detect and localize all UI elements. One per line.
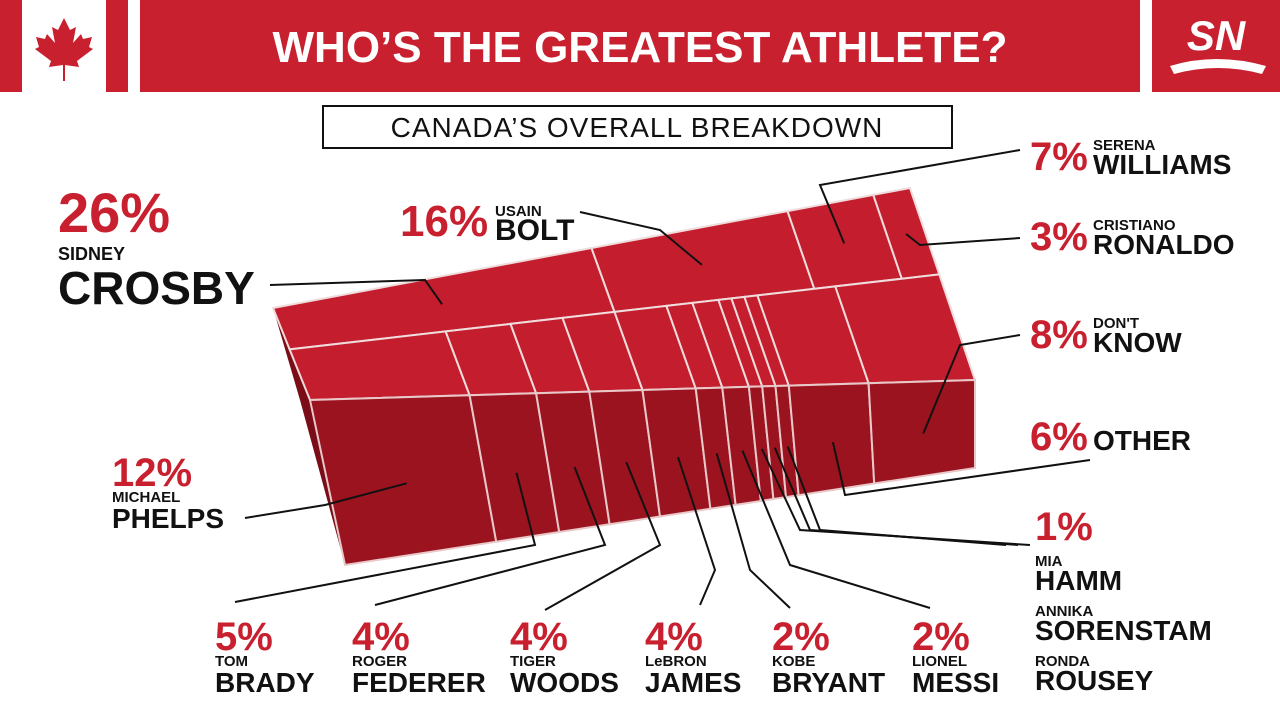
percent-label: 6%: [1030, 415, 1088, 459]
percent-label: 5%: [215, 615, 273, 659]
leader-line: [831, 441, 1091, 497]
subtitle-box: [322, 105, 953, 149]
leader-line: [374, 466, 607, 606]
percent-label: 8%: [1030, 313, 1088, 357]
flag-band: [106, 0, 128, 92]
first-name: DON'T: [1093, 315, 1139, 332]
first-name: KOBE: [772, 653, 815, 670]
percent-label: 4%: [645, 615, 703, 659]
percent-label: 4%: [352, 615, 410, 659]
first-name: ANNIKA: [1035, 603, 1093, 620]
leader-line: [677, 456, 717, 606]
logo-band: [1152, 0, 1280, 92]
percent-label: 2%: [912, 615, 970, 659]
title: WHO’S THE GREATEST ATHLETE?: [273, 23, 1008, 72]
title-band: [140, 0, 1140, 92]
percent-label: 4%: [510, 615, 568, 659]
last-name: SORENSTAM: [1035, 615, 1212, 646]
first-name: MIA: [1035, 553, 1063, 570]
first-name: USAIN: [495, 203, 542, 220]
last-name: CROSBY: [58, 262, 255, 314]
leader-line: [269, 278, 443, 305]
leader-line: [818, 149, 1021, 244]
last-name: BRADY: [215, 667, 315, 698]
leader-line: [741, 450, 931, 609]
leader-line: [244, 482, 407, 519]
percent-label: 12%: [112, 451, 192, 495]
percent-label: 26%: [58, 181, 170, 244]
last-name: KNOW: [1093, 327, 1182, 358]
leader-line: [715, 453, 791, 609]
first-name: LIONEL: [912, 653, 967, 670]
leader-line: [905, 233, 1021, 247]
last-name: MESSI: [912, 667, 999, 698]
last-name: BOLT: [495, 214, 574, 247]
last-name: RONALDO: [1093, 229, 1235, 260]
leader-line: [544, 461, 662, 611]
maple-leaf: [35, 18, 93, 81]
last-name: WOODS: [510, 667, 619, 698]
first-name: TOM: [215, 653, 248, 670]
flag-band: [0, 0, 22, 92]
first-name: LeBRON: [645, 653, 707, 670]
last-name: HAMM: [1035, 565, 1122, 596]
percent-label: 7%: [1030, 135, 1088, 179]
last-name: FEDERER: [352, 667, 486, 698]
first-name: RONDA: [1035, 653, 1090, 670]
last-name: PHELPS: [112, 503, 224, 534]
last-name: ROUSEY: [1035, 665, 1154, 696]
subtitle: CANADA’S OVERALL BREAKDOWN: [391, 112, 884, 143]
last-name: WILLIAMS: [1093, 149, 1231, 180]
percent-label: 2%: [772, 615, 830, 659]
leader-line: [234, 472, 537, 603]
last-name: OTHER: [1093, 425, 1191, 456]
logo: SN: [1187, 12, 1247, 59]
segment-side: [867, 378, 976, 485]
first-name: CRISTIANO: [1093, 217, 1176, 234]
first-name: SIDNEY: [58, 244, 125, 264]
leader-line: [922, 334, 1021, 434]
leader-line: [579, 211, 703, 266]
last-name: BRYANT: [772, 667, 885, 698]
percent-label: 3%: [1030, 215, 1088, 259]
first-name: SERENA: [1093, 137, 1156, 154]
first-name: ROGER: [352, 653, 407, 670]
last-name: JAMES: [645, 667, 741, 698]
segment-side: [787, 382, 876, 497]
percent-label: 1%: [1035, 505, 1093, 549]
percent-label: 16%: [400, 197, 488, 246]
leader-line: [786, 446, 1007, 546]
first-name: MICHAEL: [112, 489, 180, 506]
logo-swoosh: [1170, 59, 1266, 74]
block: [271, 186, 977, 567]
first-name: TIGER: [510, 653, 556, 670]
